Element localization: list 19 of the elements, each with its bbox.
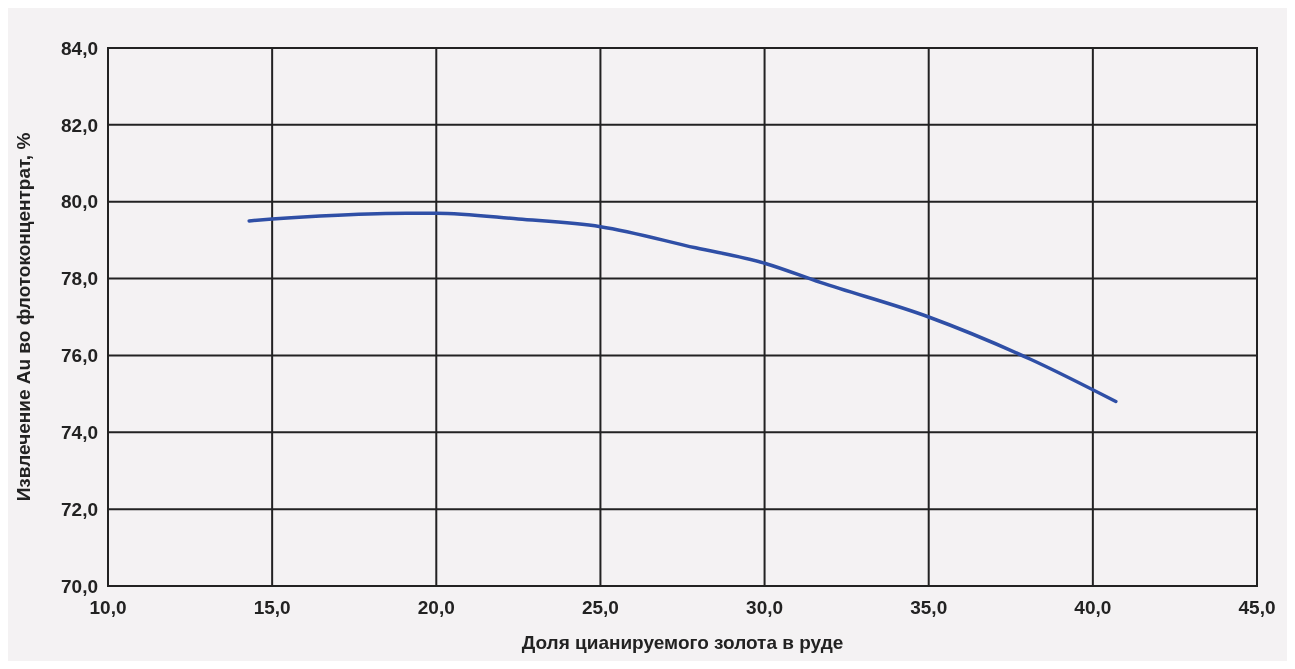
y-tick-label: 84,0 <box>61 37 98 59</box>
x-tick-label: 40,0 <box>1074 597 1112 618</box>
x-tick-label: 20,0 <box>417 597 455 618</box>
x-tick-label: 30,0 <box>746 597 784 618</box>
x-tick-label: 25,0 <box>581 597 619 618</box>
y-tick-label: 72,0 <box>61 498 98 520</box>
y-axis-title: Извлечение Au во флотоконцентрат, % <box>13 132 34 502</box>
line-series <box>247 211 1118 404</box>
y-tick-label: 74,0 <box>61 421 98 443</box>
y-tick-label: 76,0 <box>61 345 98 367</box>
x-tick-label: 45,0 <box>1238 597 1276 618</box>
y-tick-label: 80,0 <box>61 191 98 213</box>
x-tick-label: 10,0 <box>89 597 127 618</box>
x-tick-label: 15,0 <box>253 597 291 618</box>
y-tick-label: 78,0 <box>61 268 98 290</box>
y-tick-label: 82,0 <box>61 114 98 136</box>
x-axis-title: Доля цианируемого золота в руде <box>521 632 844 653</box>
y-tick-label: 70,0 <box>61 575 98 597</box>
x-tick-label: 35,0 <box>910 597 948 618</box>
